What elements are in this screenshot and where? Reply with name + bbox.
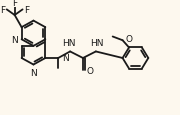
Text: HN: HN bbox=[90, 38, 104, 47]
Text: F: F bbox=[24, 6, 29, 15]
Text: O: O bbox=[125, 35, 132, 43]
Text: HN: HN bbox=[62, 38, 76, 47]
Text: N: N bbox=[30, 69, 37, 78]
Text: N: N bbox=[11, 36, 18, 44]
Text: O: O bbox=[87, 66, 94, 75]
Text: F: F bbox=[12, 0, 17, 8]
Text: N: N bbox=[62, 54, 69, 63]
Text: F: F bbox=[0, 6, 5, 15]
